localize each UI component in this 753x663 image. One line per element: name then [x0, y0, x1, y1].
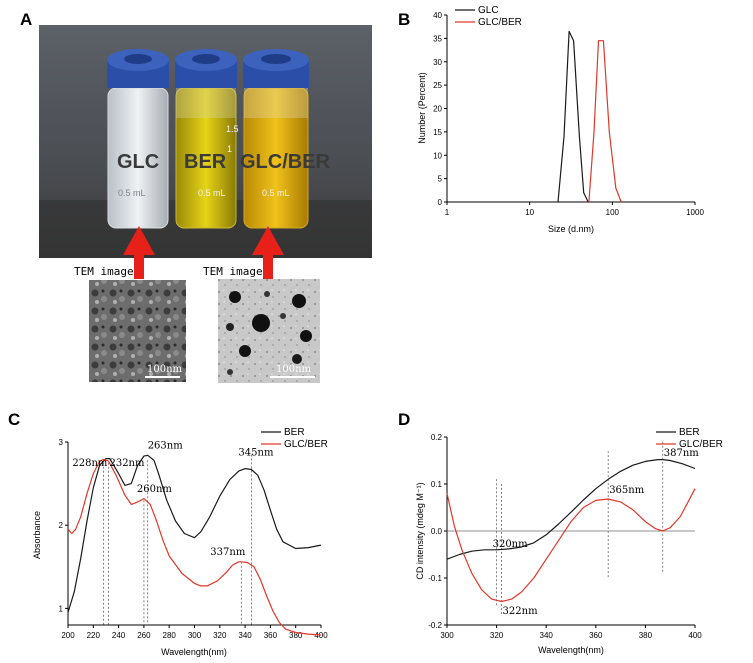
- chart-b: Size (d.nm) Number (Percent) GLC GLC/BER…: [417, 5, 704, 234]
- vial-marking-1-5: 1.5: [226, 124, 239, 134]
- vial-marking-0-5-mid: 0.5 mL: [198, 188, 226, 198]
- vial-ber: [175, 49, 237, 229]
- chart-b-y-tick-label: 20: [433, 105, 442, 114]
- chart-d-y-tick-label: -0.2: [428, 621, 442, 630]
- chart-c-x-label: Wavelength(nm): [161, 647, 227, 657]
- vial-label-ber: BER: [184, 151, 227, 173]
- vial-glc: [107, 49, 169, 229]
- chart-c-annotation: 260nm: [137, 484, 173, 495]
- chart-b-x-tick-label: 100: [606, 208, 620, 217]
- panel-label-a: A: [20, 10, 33, 29]
- tem-label-left: TEM image: [74, 265, 134, 278]
- chart-c-x-tick-label: 380: [289, 631, 303, 640]
- chart-b-series-glc: [557, 30, 589, 203]
- chart-d-x-tick-label: 380: [639, 631, 653, 640]
- chart-d-series-ber: [446, 459, 696, 560]
- chart-c-y-tick-label: 3: [59, 438, 64, 447]
- chart-d-x-tick-label: 300: [440, 631, 454, 640]
- chart-c-x-tick-label: 200: [61, 631, 75, 640]
- chart-c-legend-ber: BER: [284, 427, 305, 438]
- scale-bar-left: 100nm: [147, 364, 183, 375]
- chart-b-y-label: Number (Percent): [417, 72, 427, 144]
- chart-c-x-tick-label: 280: [163, 631, 177, 640]
- chart-d-annotation: 322nm: [503, 606, 539, 617]
- chart-b-y-tick-label: 30: [433, 58, 442, 67]
- chart-b-y-tick-label: 40: [433, 11, 442, 20]
- chart-c-x-tick-label: 300: [188, 631, 202, 640]
- panel-label-d: D: [398, 410, 411, 429]
- chart-d-x-tick-label: 400: [688, 631, 702, 640]
- chart-b-y-tick-label: 10: [433, 151, 442, 160]
- chart-d-y-tick-label: 0.0: [431, 527, 443, 536]
- chart-b-y-tick-label: 15: [433, 128, 442, 137]
- chart-d-y-tick-label: -0.1: [428, 574, 442, 583]
- chart-c-annotation: 228nm: [72, 458, 108, 469]
- vial-label-glc: GLC: [117, 151, 159, 173]
- chart-c-series-ber: [67, 454, 322, 613]
- chart-b-x-label: Size (d.nm): [548, 224, 594, 234]
- chart-d-x-tick-label: 320: [490, 631, 504, 640]
- chart-b-x-tick-label: 1000: [686, 208, 704, 217]
- chart-d-y-label: CD intensity (mdeg M⁻¹): [415, 482, 425, 579]
- chart-b-y-tick-label: 35: [433, 34, 442, 43]
- vial-photo: GLC BER GLC/BER 1.5 1 0.5 mL 0.5 mL 0.5 …: [39, 25, 372, 279]
- chart-d-x-tick-label: 340: [540, 631, 554, 640]
- chart-c-x-tick-label: 220: [87, 631, 101, 640]
- panel-label-c: C: [8, 410, 21, 429]
- chart-c-y-label: Absorbance: [32, 511, 42, 559]
- chart-c-x-tick-label: 340: [238, 631, 252, 640]
- vial-marking-0-5-right: 0.5 mL: [262, 188, 290, 198]
- chart-c-annotation: 345nm: [238, 447, 274, 458]
- chart-b-legend-glc: GLC: [478, 5, 499, 16]
- chart-b-x-tick-label: 1: [445, 208, 450, 217]
- arrow-right: [252, 226, 284, 279]
- chart-b-y-tick-label: 5: [438, 175, 443, 184]
- chart-d-x-label: Wavelength(nm): [538, 645, 604, 655]
- vial-label-glc-ber: GLC/BER: [240, 151, 331, 173]
- vial-marking-0-5-left: 0.5 mL: [118, 188, 146, 198]
- chart-b-series-glc-ber: [588, 40, 622, 203]
- chart-c-y-tick-label: 2: [59, 521, 64, 530]
- chart-b-y-tick-label: 25: [433, 81, 442, 90]
- chart-d-legend-ber: BER: [679, 427, 700, 438]
- chart-d: Wavelength(nm) CD intensity (mdeg M⁻¹) B…: [415, 427, 723, 655]
- chart-c-series-glc-ber: [67, 458, 322, 636]
- chart-d-y-tick-label: 0.2: [431, 433, 443, 442]
- chart-c-annotation: 263nm: [148, 441, 184, 452]
- chart-c: Wavelength(nm) Absorbance BER GLC/BER 20…: [32, 427, 328, 657]
- tem-image-left: 100nm: [89, 280, 186, 382]
- chart-c-x-tick-label: 240: [112, 631, 126, 640]
- vial-marking-1: 1: [227, 144, 232, 154]
- chart-b-x-tick-label: 10: [525, 208, 534, 217]
- arrow-left: [123, 226, 155, 279]
- chart-b-y-tick-label: 0: [438, 198, 443, 207]
- chart-c-x-tick-label: 400: [314, 631, 328, 640]
- chart-c-annotation: 232nm: [109, 458, 145, 469]
- chart-c-legend-glc-ber: GLC/BER: [284, 439, 328, 450]
- chart-d-x-tick-label: 360: [589, 631, 603, 640]
- vial-glc-ber: [243, 49, 309, 229]
- tem-image-right: 100nm: [218, 279, 320, 383]
- chart-b-legend-glc-ber: GLC/BER: [478, 17, 522, 28]
- chart-d-series-glc-ber: [446, 488, 696, 603]
- panel-label-b: B: [398, 10, 411, 29]
- chart-d-legend-glc-ber: GLC/BER: [679, 439, 723, 450]
- tem-label-right: TEM image: [203, 265, 263, 278]
- chart-d-annotation: 365nm: [609, 485, 645, 496]
- chart-c-annotation: 337nm: [210, 547, 246, 558]
- chart-d-annotation: 387nm: [664, 448, 700, 459]
- chart-d-y-tick-label: 0.1: [431, 480, 443, 489]
- chart-c-x-tick-label: 260: [137, 631, 151, 640]
- chart-c-x-tick-label: 320: [213, 631, 227, 640]
- scale-bar-right: 100nm: [276, 364, 312, 375]
- chart-c-x-tick-label: 360: [264, 631, 278, 640]
- chart-c-y-tick-label: 1: [59, 604, 64, 613]
- chart-d-annotation: 320nm: [493, 539, 529, 550]
